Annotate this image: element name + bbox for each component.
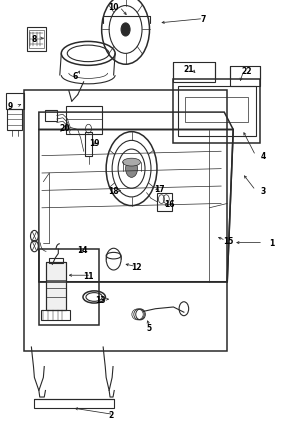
Text: 20: 20: [59, 124, 70, 132]
Text: 10: 10: [108, 3, 119, 12]
Text: 8: 8: [32, 35, 37, 43]
Bar: [41, 310, 70, 320]
Text: 7: 7: [201, 15, 206, 24]
Bar: [157, 193, 172, 211]
Bar: [49, 258, 63, 263]
Bar: [45, 111, 57, 122]
Bar: [39, 250, 99, 326]
Text: 16: 16: [164, 200, 174, 208]
Text: 5: 5: [147, 323, 152, 332]
Bar: [85, 132, 92, 156]
Text: 18: 18: [108, 187, 119, 195]
Text: 19: 19: [89, 139, 100, 148]
Text: 13: 13: [95, 295, 106, 304]
Bar: [24, 91, 227, 352]
Text: 12: 12: [131, 263, 141, 271]
Bar: [34, 399, 114, 408]
Bar: [6, 93, 24, 110]
Text: 14: 14: [77, 245, 88, 254]
Circle shape: [121, 24, 130, 37]
Text: 17: 17: [155, 184, 165, 193]
Bar: [7, 110, 22, 131]
Text: 11: 11: [83, 271, 94, 280]
Text: 4: 4: [260, 152, 266, 161]
Bar: [46, 263, 66, 310]
Text: 3: 3: [260, 187, 266, 195]
Text: 2: 2: [108, 410, 113, 419]
Text: 21: 21: [183, 65, 194, 74]
Text: 22: 22: [241, 67, 252, 76]
Bar: [66, 106, 102, 135]
Text: 9: 9: [8, 102, 13, 111]
Text: 15: 15: [224, 237, 234, 245]
Bar: [29, 31, 44, 49]
Bar: [46, 263, 66, 310]
Text: 1: 1: [269, 239, 275, 247]
Bar: [185, 98, 248, 123]
Text: 6: 6: [72, 72, 77, 80]
Ellipse shape: [123, 159, 141, 167]
Circle shape: [126, 161, 138, 178]
Bar: [27, 28, 46, 52]
